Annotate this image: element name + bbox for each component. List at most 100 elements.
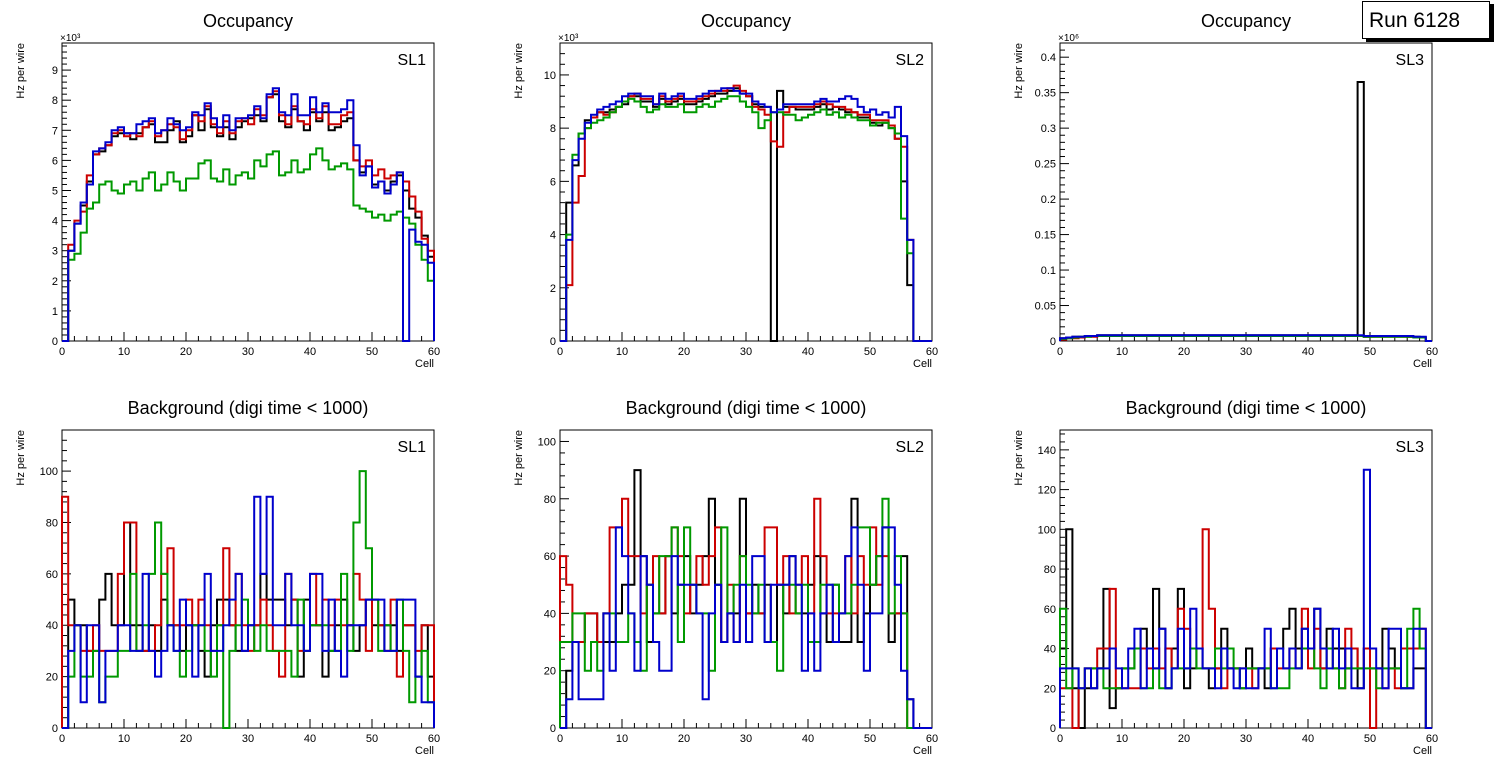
- x-tick-label: 60: [1426, 346, 1438, 358]
- y-tick-label: 0: [52, 723, 58, 735]
- chart-title: Occupancy: [701, 11, 791, 31]
- chart-title: Occupancy: [1201, 11, 1291, 31]
- x-tick-label: 30: [242, 733, 254, 745]
- x-tick-label: 20: [1178, 346, 1190, 358]
- y-tick-label: 100: [1038, 524, 1056, 536]
- y-axis-exponent: ×10⁶: [1058, 33, 1079, 44]
- y-tick-label: 100: [40, 466, 58, 478]
- x-tick-label: 40: [802, 733, 814, 745]
- x-tick-label: 40: [304, 733, 316, 745]
- y-tick-label: 6: [550, 176, 556, 188]
- y-tick-label: 140: [1038, 445, 1056, 457]
- y-axis-label: Hz per wire: [1013, 430, 1025, 486]
- y-axis-label: Hz per wire: [513, 43, 525, 99]
- y-tick-label: 4: [550, 230, 556, 242]
- y-tick-label: 7: [52, 125, 58, 137]
- chart-panel-5: Background (digi time < 1000) 0 20 40 60 80 10…: [513, 398, 938, 757]
- x-tick-label: 40: [1302, 346, 1314, 358]
- y-tick-label: 20: [1044, 683, 1056, 695]
- x-tick-label: 20: [678, 346, 690, 358]
- y-tick-label: 8: [52, 95, 58, 107]
- series-blue-histogram: [62, 495, 435, 729]
- series-green-histogram: [62, 147, 435, 342]
- x-tick-label: 60: [428, 733, 440, 745]
- x-tick-label: 10: [1116, 346, 1128, 358]
- series-green-histogram: [560, 95, 932, 342]
- y-tick-label: 60: [544, 551, 556, 563]
- x-tick-label: 30: [242, 346, 254, 358]
- series-blue-histogram: [560, 526, 932, 729]
- x-tick-label: 60: [926, 733, 938, 745]
- series-blue-histogram: [62, 87, 435, 342]
- y-tick-label: 0: [550, 723, 556, 735]
- superlayer-label: SL1: [398, 439, 427, 456]
- x-tick-label: 40: [304, 346, 316, 358]
- y-tick-label: 80: [544, 494, 556, 506]
- x-tick-label: 20: [180, 733, 192, 745]
- superlayer-label: SL3: [1396, 439, 1425, 456]
- chart-title: Background (digi time < 1000): [1126, 398, 1367, 418]
- y-axis-exponent: ×10³: [558, 33, 579, 44]
- y-tick-label: 60: [1044, 604, 1056, 616]
- superlayer-label: SL2: [896, 52, 925, 69]
- x-tick-label: 10: [118, 346, 130, 358]
- y-tick-label: 40: [544, 608, 556, 620]
- x-tick-label: 50: [864, 733, 876, 745]
- x-tick-label: 30: [1240, 346, 1252, 358]
- x-tick-label: 50: [1364, 733, 1376, 745]
- series-black-histogram: [1059, 81, 1432, 342]
- y-tick-label: 2: [52, 276, 58, 288]
- y-tick-label: 100: [538, 436, 556, 448]
- y-tick-label: 5: [52, 185, 58, 197]
- y-tick-label: 10: [544, 70, 556, 82]
- chart-title: Background (digi time < 1000): [128, 398, 369, 418]
- plot-frame: [559, 42, 933, 342]
- series-blue-histogram: [1059, 468, 1432, 729]
- chart-panel-3: Occupancy 0 0.05 0.1 0.15 0.2 0.25 0.3 0.35 0.4 0 1…: [1013, 11, 1438, 370]
- x-axis-label: Cell: [415, 358, 434, 370]
- y-tick-label: 0: [550, 336, 556, 348]
- y-tick-label: 4: [52, 216, 58, 228]
- x-tick-label: 0: [59, 733, 65, 745]
- y-tick-label: 2: [550, 283, 556, 295]
- x-axis-label: Cell: [913, 358, 932, 370]
- y-tick-label: 0.25: [1035, 159, 1056, 171]
- y-tick-label: 0.3: [1041, 123, 1056, 135]
- x-tick-label: 0: [557, 733, 563, 745]
- x-tick-label: 0: [1057, 733, 1063, 745]
- y-axis-label: Hz per wire: [15, 430, 27, 486]
- chart-title: Background (digi time < 1000): [626, 398, 867, 418]
- y-tick-label: 120: [1038, 485, 1056, 497]
- x-tick-label: 50: [864, 346, 876, 358]
- x-tick-label: 50: [366, 346, 378, 358]
- y-tick-label: 0.05: [1035, 301, 1056, 313]
- y-axis-label: Hz per wire: [15, 43, 27, 99]
- y-tick-label: 6: [52, 155, 58, 167]
- x-tick-label: 60: [1426, 733, 1438, 745]
- y-axis-label: Hz per wire: [1013, 43, 1025, 99]
- x-axis-label: Cell: [913, 745, 932, 757]
- x-tick-label: 60: [926, 346, 938, 358]
- chart-panel-6: Background (digi time < 1000) 0 20 40 60 80 10…: [1013, 398, 1438, 757]
- y-tick-label: 0.15: [1035, 230, 1056, 242]
- y-tick-label: 0.2: [1041, 194, 1056, 206]
- x-tick-label: 30: [740, 733, 752, 745]
- y-tick-label: 20: [46, 672, 58, 684]
- y-tick-label: 80: [1044, 564, 1056, 576]
- run-label-box: Run 6128: [1362, 1, 1490, 39]
- x-tick-label: 20: [180, 346, 192, 358]
- x-axis-label: Cell: [1413, 745, 1432, 757]
- x-tick-label: 40: [802, 346, 814, 358]
- run-label: Run 6128: [1369, 9, 1461, 32]
- x-tick-label: 10: [1116, 733, 1128, 745]
- y-tick-label: 1: [52, 306, 58, 318]
- x-tick-label: 20: [678, 733, 690, 745]
- x-tick-label: 0: [59, 346, 65, 358]
- y-axis-label: Hz per wire: [513, 430, 525, 486]
- y-tick-label: 0: [1050, 723, 1056, 735]
- y-tick-label: 40: [46, 620, 58, 632]
- y-tick-label: 80: [46, 517, 58, 529]
- y-tick-label: 60: [46, 569, 58, 581]
